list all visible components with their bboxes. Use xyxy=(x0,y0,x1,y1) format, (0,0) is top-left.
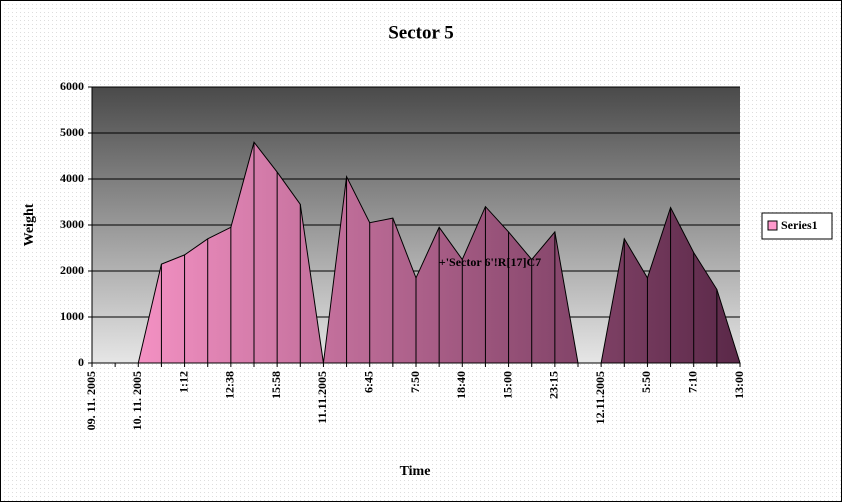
x-tick-label: 13:00 xyxy=(732,371,746,399)
y-tick-label: 4000 xyxy=(60,171,84,185)
legend-swatch xyxy=(767,220,778,231)
x-tick-label: 11.11.2005 xyxy=(315,371,329,424)
x-tick-label: 09. 11. 2005 xyxy=(84,371,98,430)
y-tick-label: 6000 xyxy=(60,79,84,93)
y-tick-label: 1000 xyxy=(60,309,84,323)
x-tick-label: 1:12 xyxy=(176,371,190,393)
y-tick-label: 0 xyxy=(78,355,84,369)
x-tick-label: 15:58 xyxy=(269,371,283,399)
x-tick-label: 7:50 xyxy=(408,371,422,393)
y-tick-label: 5000 xyxy=(60,125,84,139)
x-tick-label: 5:50 xyxy=(639,371,653,393)
x-tick-label: 12:38 xyxy=(223,371,237,399)
x-tick-label: 23:15 xyxy=(547,371,561,399)
x-tick-label: 7:10 xyxy=(685,371,699,393)
x-tick-label: 10. 11. 2005 xyxy=(130,371,144,430)
x-tick-label: 15:00 xyxy=(500,371,514,399)
legend-label: Series1 xyxy=(781,218,818,232)
y-tick-label: 3000 xyxy=(60,217,84,231)
y-tick-label: 2000 xyxy=(60,263,84,277)
chart-title: Sector 5 xyxy=(388,22,454,43)
x-axis-title: Time xyxy=(400,464,431,479)
x-tick-label: 6:45 xyxy=(361,371,375,393)
x-tick-label: 12.11.2005 xyxy=(593,371,607,424)
y-axis-title: Weight xyxy=(22,203,37,246)
x-tick-label: 18:40 xyxy=(454,371,468,399)
annotation: +'Sector 6'!R[17]C7 xyxy=(439,255,541,269)
